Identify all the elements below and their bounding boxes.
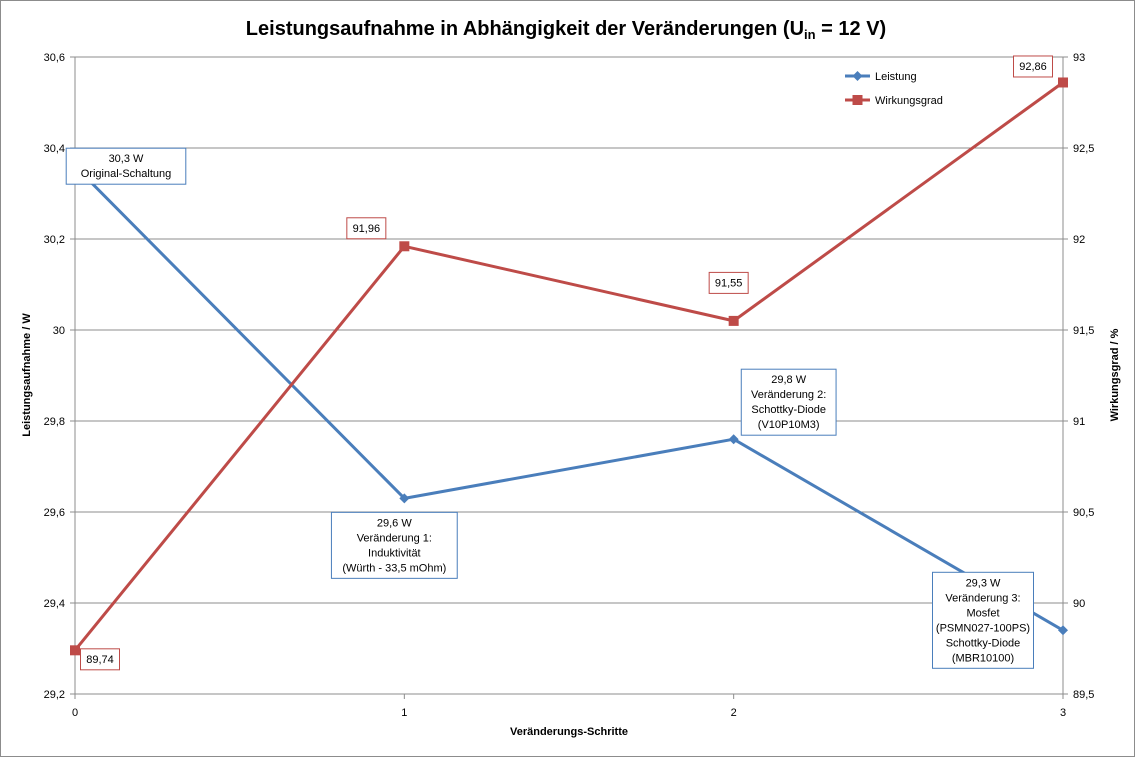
x-axis-title: Veränderungs-Schritte xyxy=(510,726,628,738)
y-left-tick-label: 29,4 xyxy=(44,598,65,610)
y-right-tick-label: 90,5 xyxy=(1073,507,1094,519)
legend-marker-leistung xyxy=(852,71,863,81)
series-line-leistung xyxy=(73,165,1064,632)
data-label-box: 91,55 xyxy=(708,271,749,294)
y-left-tick-label: 30,6 xyxy=(44,52,65,64)
data-label: Veränderung 2: xyxy=(751,389,826,401)
data-point-wirkungsgrad xyxy=(399,241,410,252)
data-label: Veränderung 3: xyxy=(945,592,1020,604)
data-label: Veränderung 1: xyxy=(357,532,432,544)
data-label: Schottky-Diode xyxy=(751,404,826,416)
data-label-border xyxy=(932,571,1034,669)
data-label: (V10P10M3) xyxy=(758,419,820,431)
data-label-box: 29,3 W Veränderung 3: Mosfet (PSMN027-100PS… xyxy=(932,571,1034,669)
data-label-border xyxy=(1013,55,1053,78)
data-label-box: 89,74 xyxy=(80,648,120,671)
legend-label-leistung: Leistung xyxy=(875,71,917,83)
chart-title-main: Leistungsaufnahme in Abhängigkeit der Ve… xyxy=(246,18,804,40)
y-right-tick-label: 91,5 xyxy=(1073,325,1094,337)
y-left-tick-label: 29,8 xyxy=(44,416,65,428)
gridlines xyxy=(75,56,1063,604)
data-point-wirkungsgrad xyxy=(1058,77,1068,88)
y-right-tick-label: 91 xyxy=(1073,416,1085,428)
data-point-leistung xyxy=(1058,625,1068,636)
data-label-box: 30,3 W Original-Schaltung xyxy=(65,147,187,185)
data-label: (MBR10100) xyxy=(952,652,1014,664)
y-left-axis-title: Leistungsaufnahme / W xyxy=(21,313,33,437)
data-point-wirkungsgrad xyxy=(728,315,739,326)
data-label: 92,86 xyxy=(1019,61,1047,73)
legend-label-wirkungsgrad: Wirkungsgrad xyxy=(875,95,943,107)
y-right-tick-label: 92 xyxy=(1073,234,1085,246)
axes: 29,229,429,629,83030,230,430,689,59090,5… xyxy=(44,52,1095,719)
data-label: Original-Schaltung xyxy=(81,168,172,180)
y-left-tick-label: 29,6 xyxy=(44,507,65,519)
data-label: 91,96 xyxy=(353,223,381,235)
series-layer xyxy=(70,77,1068,656)
data-label: Schottky-Diode xyxy=(946,637,1021,649)
data-label-box: 92,86 xyxy=(1013,55,1053,78)
data-label: 30,3 W xyxy=(109,153,144,165)
y-right-axis-title: Wirkungsgrad / % xyxy=(1109,328,1121,421)
y-right-tick-label: 89,5 xyxy=(1073,689,1094,701)
data-label: 29,8 W xyxy=(771,374,806,386)
data-point-leistung xyxy=(399,493,410,504)
legend: Leistung Wirkungsgrad xyxy=(845,71,943,107)
data-label: 29,6 W xyxy=(377,517,412,529)
x-tick-label: 1 xyxy=(401,707,407,719)
data-label: 89,74 xyxy=(86,654,114,666)
chart-title: Leistungsaufnahme in Abhängigkeit der Ve… xyxy=(246,18,886,42)
y-left-tick-label: 29,2 xyxy=(44,689,65,701)
series-line-wirkungsgrad xyxy=(73,81,1064,652)
data-label-border xyxy=(346,217,387,240)
y-left-tick-label: 30,4 xyxy=(44,143,65,155)
annotation-layer: 30,3 W Original-Schaltung 29,6 W Veränderun… xyxy=(65,55,1053,671)
data-label: 29,3 W xyxy=(966,577,1001,589)
chart-title-subscript: in xyxy=(804,27,816,42)
data-label-border xyxy=(330,511,458,579)
y-left-tick-label: 30 xyxy=(53,325,65,337)
chart-title-tail: = 12 V) xyxy=(816,18,887,40)
data-label-box: 29,8 W Veränderung 2: Schottky-Diode (V10P1… xyxy=(740,368,837,436)
data-label: 91,55 xyxy=(715,277,743,289)
data-label: Induktivität xyxy=(368,547,421,559)
legend-marker-wirkungsgrad xyxy=(852,95,863,105)
data-point-wirkungsgrad xyxy=(70,645,80,656)
data-label-box: 29,6 W Veränderung 1: Induktivität (Würth -… xyxy=(330,511,458,579)
x-tick-label: 2 xyxy=(731,707,737,719)
data-label-box: 91,96 xyxy=(346,217,387,240)
x-tick-label: 3 xyxy=(1060,707,1066,719)
data-label: (Würth - 33,5 mOhm) xyxy=(342,562,446,574)
y-right-tick-label: 92,5 xyxy=(1073,143,1094,155)
data-label-border xyxy=(708,271,749,294)
y-right-tick-label: 90 xyxy=(1073,598,1085,610)
data-label-border xyxy=(740,368,837,436)
x-tick-label: 0 xyxy=(72,707,78,719)
data-label-border xyxy=(65,147,187,185)
data-label: Mosfet xyxy=(966,607,999,619)
data-label: (PSMN027-100PS) xyxy=(936,622,1030,634)
y-right-tick-label: 93 xyxy=(1073,52,1085,64)
y-left-tick-label: 30,2 xyxy=(44,234,65,246)
data-label-border xyxy=(80,648,120,671)
data-point-leistung xyxy=(728,434,739,445)
